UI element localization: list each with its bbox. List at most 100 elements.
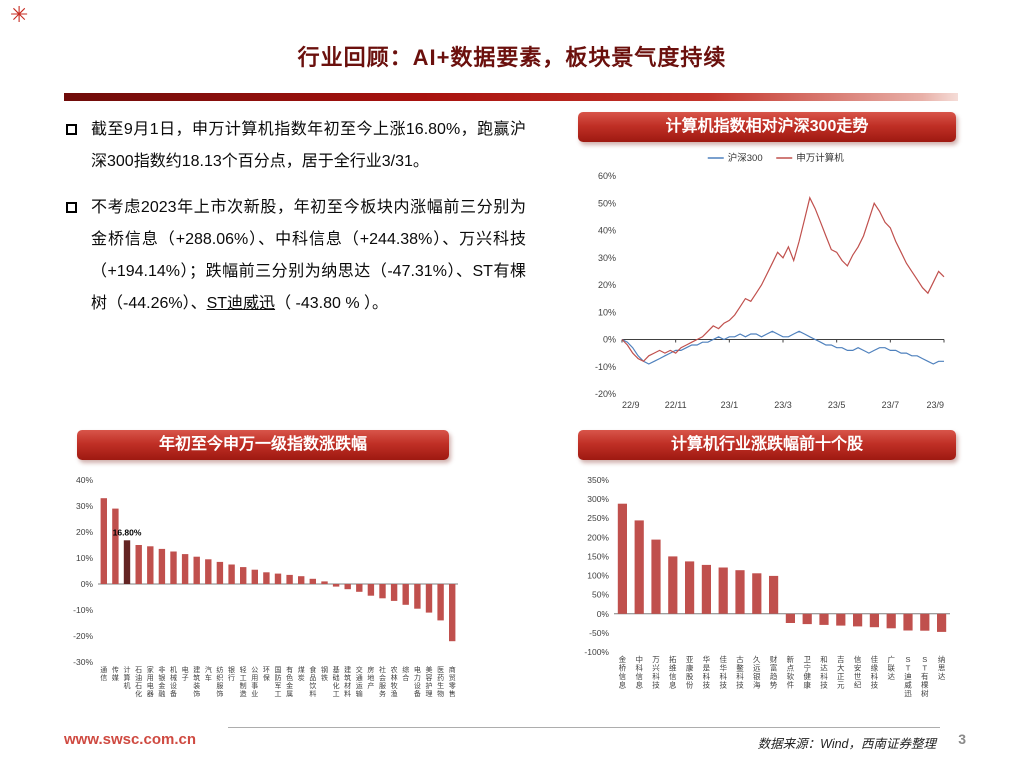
svg-text:-20%: -20% (595, 389, 616, 399)
svg-text:金桥信息: 金桥信息 (619, 654, 627, 690)
svg-text:350%: 350% (587, 475, 609, 485)
bullet-item: 不考虑2023年上市次新股，年初至今板块内涨幅前三分别为金桥信息（+288.06… (64, 192, 526, 320)
svg-text:100%: 100% (587, 571, 609, 581)
line-chart-index-vs-csi300: -20% -10% 0% 10% 20% 30% 40% 50% 60% 22/9 22/11 23/… (595, 152, 945, 410)
svg-text:亚康股份: 亚康股份 (686, 655, 694, 690)
svg-text:基础化工: 基础化工 (333, 665, 340, 698)
footer-divider (228, 727, 940, 728)
svg-text:华是科技: 华是科技 (703, 654, 711, 690)
bullet-text-2: 不考虑2023年上市次新股，年初至今板块内涨幅前三分别为金桥信息（+288.06… (91, 192, 526, 320)
bullet2-pre: 不考虑2023年上市次新股，年初至今板块内涨幅前三分别为金桥信息（+288.06… (91, 199, 526, 312)
website-link[interactable]: www.swsc.com.cn (64, 731, 196, 748)
svg-text:吉大正元: 吉大正元 (837, 655, 845, 690)
svg-text:社会服务: 社会服务 (379, 665, 386, 698)
svg-text:40%: 40% (76, 475, 93, 485)
svg-text:ST迪威迅: S T 迪威迅 (904, 655, 912, 698)
svg-text:家用电器: 家用电器 (147, 665, 154, 698)
svg-text:中科信息: 中科信息 (635, 654, 643, 690)
svg-text:22/9: 22/9 (622, 400, 640, 410)
svg-text:机械设备: 机械设备 (170, 665, 177, 698)
svg-text:综合: 综合 (402, 665, 409, 682)
svg-text:10%: 10% (76, 553, 93, 563)
svg-text:非银金融: 非银金融 (158, 665, 165, 698)
summary-bullets: 截至9月1日，申万计算机指数年初至今上涨16.80%，跑赢沪深300指数约18.… (64, 114, 526, 334)
swsc-logo-icon: ✳ (10, 2, 29, 27)
chart-banner-index-vs-csi300: 计算机指数相对沪深300走势 (578, 112, 956, 142)
page-number: 3 (958, 731, 966, 747)
svg-text:40%: 40% (598, 226, 616, 236)
svg-text:食品饮料: 食品饮料 (309, 665, 316, 698)
svg-text:23/7: 23/7 (882, 400, 900, 410)
svg-text:-100%: -100% (584, 647, 609, 657)
svg-text:150%: 150% (587, 551, 609, 561)
svg-text:新点软件: 新点软件 (787, 654, 795, 690)
panel-top-stocks-change: 计算机行业涨跌幅前十个股 -100% -50% 0% 50% 100% 150% 200% 2… (578, 430, 956, 708)
svg-text:银行: 银行 (228, 665, 235, 682)
svg-text:0%: 0% (603, 335, 616, 345)
svg-text:纺织服饰: 纺织服饰 (216, 665, 223, 698)
panel-index-vs-csi300: 计算机指数相对沪深300走势 -20% -10% 0% 10% 20% 30% 40% 50%… (578, 112, 956, 414)
svg-text:环保: 环保 (263, 666, 270, 682)
svg-text:ST有棵树: S T 有棵树 (921, 655, 929, 698)
svg-text:医药生物: 医药生物 (437, 666, 444, 698)
svg-text:汽车: 汽车 (205, 665, 212, 682)
svg-text:沪深300: 沪深300 (728, 152, 763, 164)
svg-text:有色金属: 有色金属 (286, 665, 293, 698)
svg-text:建筑装饰: 建筑装饰 (193, 665, 200, 698)
svg-text:电子: 电子 (182, 665, 189, 682)
svg-text:30%: 30% (76, 501, 93, 511)
svg-text:拓维信息: 拓维信息 (669, 654, 677, 690)
svg-text:煤炭: 煤炭 (298, 665, 305, 682)
panel-industry-index-change: 年初至今申万一级指数涨跌幅 -30% -20% -10% 0% 10% 20% 30% 40%… (62, 430, 464, 708)
svg-text:万兴科技: 万兴科技 (652, 655, 660, 690)
svg-text:-50%: -50% (589, 628, 609, 638)
svg-text:-10%: -10% (73, 605, 93, 615)
page-title: 行业回顾：AI+数据要素，板块景气度持续 (297, 45, 727, 70)
svg-text:50%: 50% (598, 198, 616, 208)
svg-text:建筑材料: 建筑材料 (344, 665, 351, 698)
chart-banner-industry-index-change: 年初至今申万一级指数涨跌幅 (77, 430, 449, 460)
svg-text:50%: 50% (592, 590, 609, 600)
svg-text:房地产: 房地产 (367, 665, 374, 690)
bullet-item: 截至9月1日，申万计算机指数年初至今上涨16.80%，跑赢沪深300指数约18.… (64, 114, 526, 178)
svg-text:申万计算机: 申万计算机 (796, 152, 844, 164)
bullet2-post: （ -43.80 % ）。 (275, 295, 388, 312)
svg-text:钢铁: 钢铁 (321, 665, 328, 682)
svg-text:佳华科技: 佳华科技 (719, 654, 727, 690)
svg-text:250%: 250% (587, 513, 609, 523)
bar-chart-top-stocks-change: -100% -50% 0% 50% 100% 150% 200% 250% 300% 350% 金桥… (584, 475, 950, 698)
svg-text:23/5: 23/5 (828, 400, 846, 410)
svg-text:公用事业: 公用事业 (251, 666, 258, 698)
svg-text:23/1: 23/1 (721, 400, 739, 410)
svg-text:卫宁健康: 卫宁健康 (803, 655, 811, 690)
svg-text:通信: 通信 (100, 665, 107, 682)
svg-text:信安世纪: 信安世纪 (854, 654, 862, 690)
svg-text:16.80%: 16.80% (113, 527, 142, 537)
bullet2-underlined: ST迪威迅 (206, 295, 276, 312)
svg-text:和达科技: 和达科技 (820, 655, 828, 690)
svg-text:23/9: 23/9 (926, 400, 944, 410)
svg-text:10%: 10% (598, 307, 616, 317)
svg-text:石油石化: 石油石化 (135, 666, 142, 698)
svg-text:传媒: 传媒 (112, 665, 119, 682)
svg-text:电力设备: 电力设备 (414, 665, 421, 698)
svg-text:30%: 30% (598, 253, 616, 263)
svg-text:20%: 20% (598, 280, 616, 290)
svg-text:国防军工: 国防军工 (275, 666, 282, 698)
chart-banner-top-stocks-change: 计算机行业涨跌幅前十个股 (578, 430, 956, 460)
bullet-square-icon (66, 124, 77, 135)
svg-text:-10%: -10% (595, 362, 616, 372)
svg-text:20%: 20% (76, 527, 93, 537)
svg-text:轻工制造: 轻工制造 (240, 665, 247, 698)
svg-text:-20%: -20% (73, 631, 93, 641)
svg-text:-30%: -30% (73, 657, 93, 667)
svg-text:计算机: 计算机 (124, 665, 131, 690)
bullet-text-1: 截至9月1日，申万计算机指数年初至今上涨16.80%，跑赢沪深300指数约18.… (91, 121, 526, 170)
bullet-square-icon (66, 202, 77, 213)
svg-text:60%: 60% (598, 171, 616, 181)
svg-text:农林牧渔: 农林牧渔 (391, 665, 398, 698)
svg-text:23/3: 23/3 (774, 400, 792, 410)
svg-text:0%: 0% (597, 609, 610, 619)
svg-text:佳缘科技: 佳缘科技 (871, 654, 879, 690)
